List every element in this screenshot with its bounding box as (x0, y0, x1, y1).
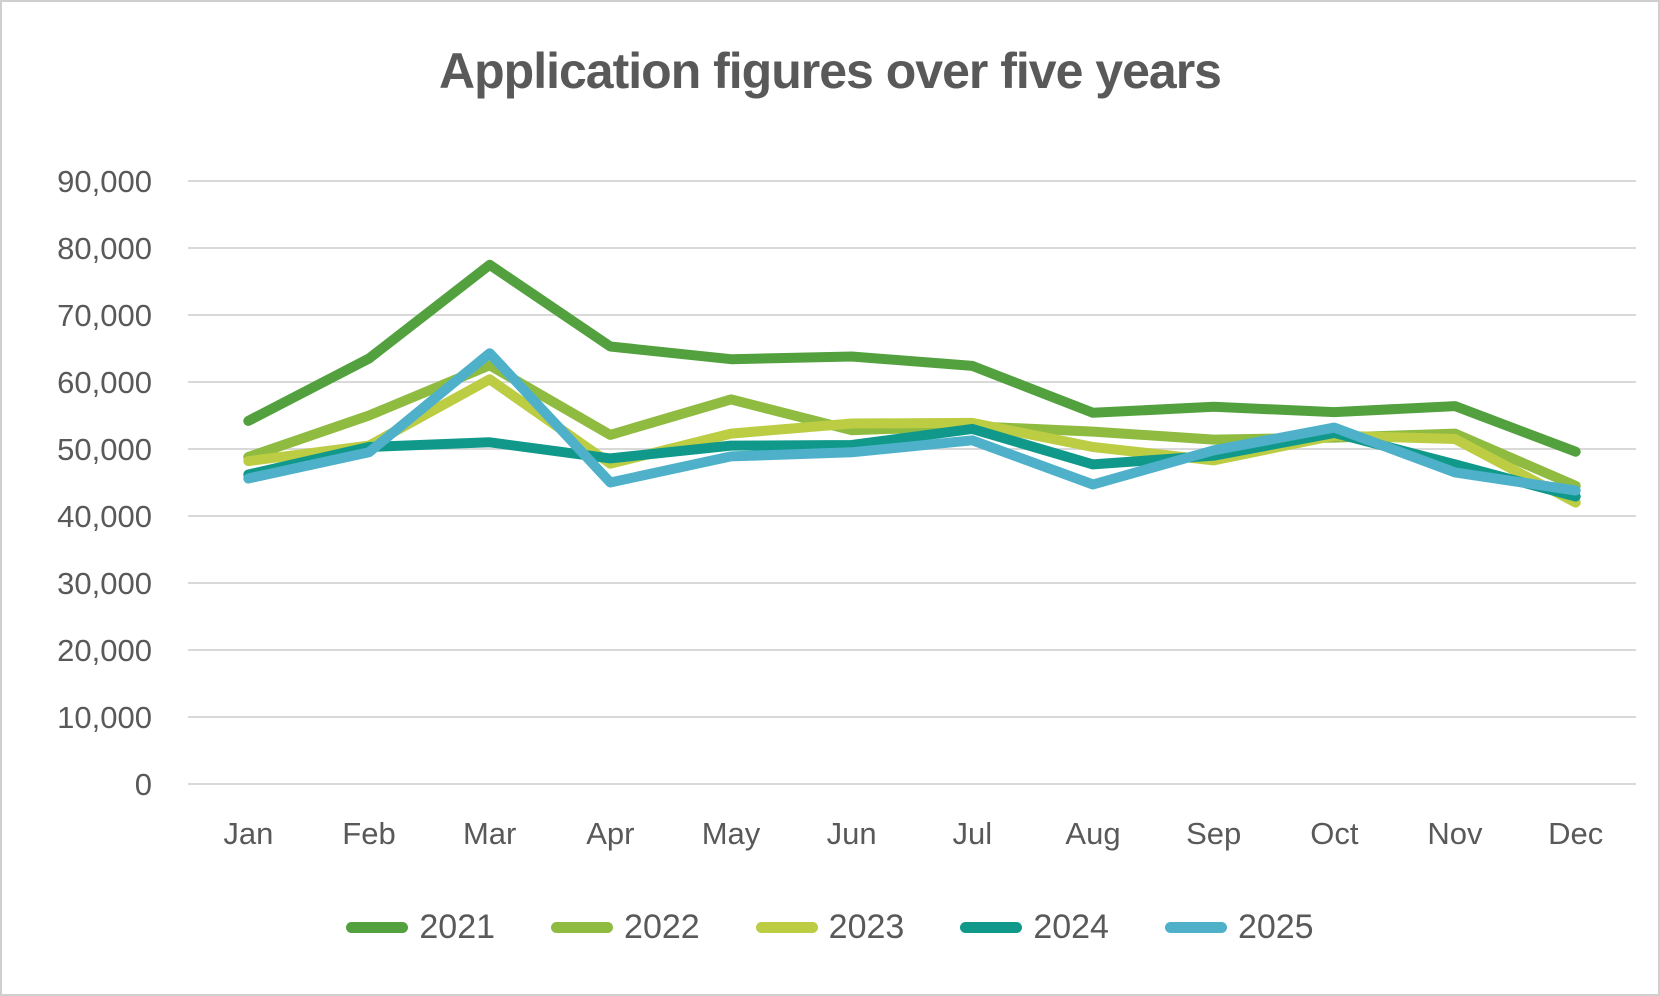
legend-item-2021: 2021 (346, 910, 495, 944)
y-axis-tick-label: 40,000 (57, 499, 152, 534)
series-line-2025 (243, 348, 1581, 496)
y-axis-tick-label: 60,000 (57, 365, 152, 400)
x-axis-month-label: Jul (953, 816, 993, 851)
legend-item-2025: 2025 (1164, 908, 1314, 946)
y-axis-tick-label: 90,000 (57, 164, 152, 199)
x-axis-month-label: Mar (463, 816, 516, 851)
x-axis-month-label: Apr (586, 816, 634, 851)
legend-swatch-icon (346, 921, 409, 933)
x-axis-month-label: Feb (342, 816, 395, 851)
chart-legend: 2021 2022 2023 2024 2025 (2, 910, 1658, 944)
x-axis-month-label: May (702, 816, 761, 851)
y-axis-tick-label: 80,000 (57, 231, 152, 266)
legend-swatch-icon (1164, 921, 1227, 933)
legend-swatch-icon (755, 921, 818, 933)
legend-swatch-icon (960, 921, 1023, 933)
x-axis-month-label: Jan (223, 816, 273, 851)
legend-item-2023: 2023 (755, 908, 905, 946)
x-axis-month-label: Sep (1186, 816, 1241, 851)
x-axis-month-label: Aug (1065, 816, 1120, 851)
x-axis-month-label: Dec (1548, 816, 1603, 851)
legend-item-2022: 2022 (551, 910, 700, 944)
legend-item-2024: 2024 (960, 910, 1109, 944)
x-axis-month-label: Oct (1310, 816, 1359, 851)
y-axis-tick-label: 0 (135, 767, 152, 802)
legend-label: 2025 (1237, 908, 1314, 946)
y-axis-tick-label: 10,000 (57, 700, 152, 735)
legend-label: 2021 (419, 908, 496, 946)
x-axis-month-label: Jun (827, 816, 877, 851)
y-axis-tick-label: 30,000 (57, 566, 152, 601)
chart-title: Application figures over five years (439, 43, 1222, 99)
legend-swatch-icon (551, 921, 614, 933)
series-line-2021 (243, 259, 1581, 457)
y-axis-tick-label: 70,000 (57, 298, 152, 333)
legend-label: 2023 (828, 908, 905, 946)
legend-label: 2024 (1033, 908, 1109, 946)
y-axis-tick-label: 50,000 (57, 432, 152, 467)
legend-label: 2022 (624, 908, 700, 946)
x-axis-month-label: Nov (1427, 816, 1483, 851)
y-axis-tick-label: 20,000 (57, 633, 152, 668)
